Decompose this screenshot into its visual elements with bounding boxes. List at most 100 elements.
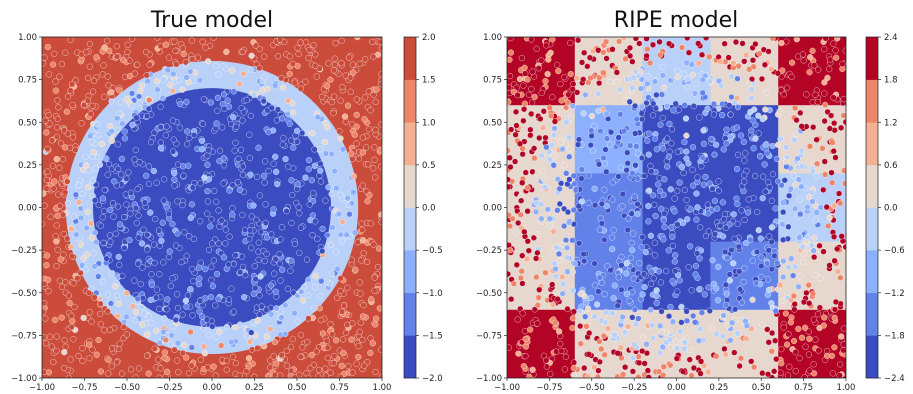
ripe-model-point <box>772 337 779 344</box>
true-model-point <box>340 349 347 357</box>
true-model-point <box>95 273 102 280</box>
true-model-point <box>316 305 323 312</box>
ripe-model-point <box>634 210 641 217</box>
ripe-model-point <box>658 91 665 98</box>
true-model-point <box>270 353 277 360</box>
true-model-point <box>192 69 199 76</box>
true-model-point <box>182 59 189 66</box>
ripe-model-point <box>575 203 582 210</box>
ripe-model-point <box>695 337 702 344</box>
true-model-point <box>42 308 47 315</box>
true-model-point <box>53 156 60 163</box>
ripe-model-point <box>615 173 622 180</box>
ripe-model-point <box>831 120 838 127</box>
ripe-model-point <box>787 319 795 326</box>
ripe-model-point <box>653 287 660 294</box>
true-model-point <box>145 370 152 377</box>
true-model-point <box>315 366 323 374</box>
ripe-model-point <box>637 85 644 92</box>
true-model-point <box>304 339 311 346</box>
ripe-model-point <box>720 233 727 240</box>
true-model-point <box>359 182 366 189</box>
true-model-point <box>188 344 195 351</box>
ripe-model-point <box>762 106 769 113</box>
true-model-point <box>154 37 161 41</box>
true-model-point <box>86 63 93 70</box>
ripe-model-point <box>702 173 709 181</box>
ripe-model-point <box>747 236 754 243</box>
true-model-point <box>162 132 169 139</box>
ripe-model-point <box>715 187 722 194</box>
ripe-model-point <box>765 339 772 346</box>
ripe-model-point <box>639 234 646 241</box>
ripe-model-point <box>728 73 735 80</box>
ripe-model-point <box>513 84 520 91</box>
true-model-point <box>62 144 69 151</box>
ripe-model-point <box>800 250 807 257</box>
true-model-point <box>306 201 313 208</box>
true-model-point <box>104 37 111 44</box>
true-model-point <box>138 240 146 247</box>
true-model-point <box>230 88 237 95</box>
true-model-point <box>247 112 254 119</box>
true-model-point <box>327 369 334 376</box>
ripe-model-point <box>596 274 603 281</box>
true-model-point <box>90 177 97 184</box>
true-model-point <box>145 105 152 112</box>
true-model-point <box>108 89 115 96</box>
true-model-point <box>67 87 74 94</box>
ripe-model-point <box>790 337 798 345</box>
true-model-point <box>291 79 298 86</box>
true-model-point <box>50 358 57 366</box>
ripe-model-point <box>815 66 822 73</box>
true-model-colorbar: 2.01.51.00.50.0−0.5−1.0−1.5−2.0 <box>403 33 443 384</box>
ripe-model-point <box>550 131 558 139</box>
ripe-model-point <box>717 58 724 65</box>
true-model-point <box>156 305 163 313</box>
true-model-point <box>148 319 155 327</box>
true-model-point <box>377 146 382 153</box>
ripe-model-point <box>619 371 627 378</box>
ripe-model-point <box>507 223 513 230</box>
true-model-point <box>152 215 159 223</box>
true-model-point <box>204 210 211 217</box>
ripe-model-point <box>728 319 736 326</box>
true-model-point <box>207 294 215 301</box>
ripe-model-point <box>601 291 608 298</box>
ripe-model-point <box>778 346 785 353</box>
true-model-point <box>51 50 58 57</box>
true-model-colorbar-band <box>404 207 416 251</box>
true-model-point <box>135 212 142 219</box>
ripe-model-point <box>547 370 554 377</box>
ripe-model-point <box>588 113 596 120</box>
ripe-model-point <box>748 127 755 134</box>
ripe-model-point <box>756 50 763 57</box>
true-model-point <box>352 266 359 273</box>
true-model-point <box>370 165 377 172</box>
true-model-point <box>255 239 262 246</box>
true-model-point <box>260 172 268 179</box>
ripe-model-point <box>775 178 782 185</box>
ripe-model-point <box>524 184 531 191</box>
ripe-model-point <box>554 176 561 183</box>
true-model-point <box>302 174 309 181</box>
ripe-model-point <box>721 345 728 352</box>
ripe-model-point <box>524 208 531 215</box>
ripe-model-point <box>603 110 610 117</box>
ripe-model-point <box>720 312 727 319</box>
ripe-model-point <box>623 291 630 298</box>
ripe-model-point <box>795 325 802 333</box>
ripe-model-point <box>572 186 580 193</box>
ripe-model-title: RIPE model <box>614 8 738 33</box>
true-model-point <box>202 44 209 51</box>
true-model-point <box>93 54 100 61</box>
ripe-model-point <box>698 163 705 170</box>
true-model-point <box>183 354 190 361</box>
true-model-point <box>208 216 215 223</box>
ripe-model-point <box>591 313 598 320</box>
ripe-model-point <box>748 358 755 365</box>
ripe-model-point <box>600 49 607 56</box>
ripe-model-point <box>539 168 546 175</box>
true-model-point <box>273 168 280 175</box>
ripe-model-colorbar-band <box>866 250 878 294</box>
